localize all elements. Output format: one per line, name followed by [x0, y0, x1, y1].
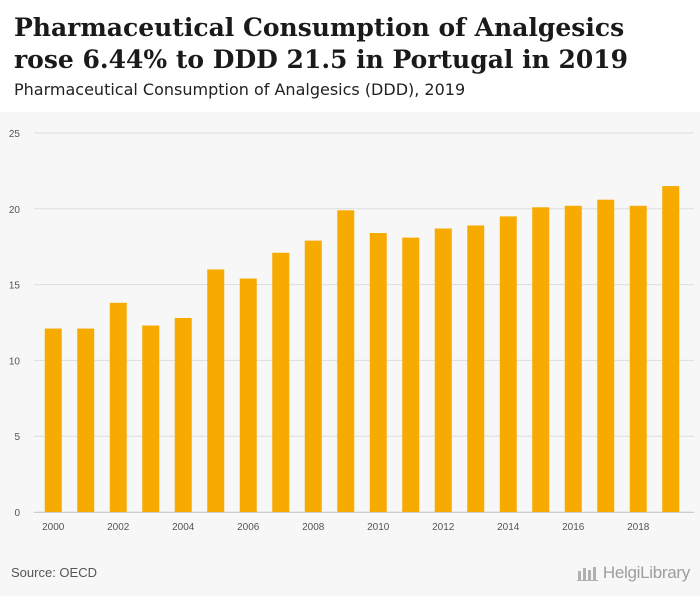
- y-tick-label: 15: [9, 281, 21, 292]
- bar: [369, 233, 387, 512]
- y-tick-label: 0: [14, 508, 20, 519]
- bar: [499, 216, 517, 512]
- bar: [629, 205, 647, 512]
- chart-header: Pharmaceutical Consumption of Analgesics…: [0, 0, 700, 112]
- x-tick-label: 2004: [172, 522, 195, 533]
- bar: [434, 228, 452, 512]
- bar: [662, 186, 680, 512]
- x-tick-label: 2018: [627, 522, 650, 533]
- bar: [44, 328, 62, 512]
- bar: [304, 240, 322, 513]
- x-tick-label: 2006: [237, 522, 260, 533]
- brand-logo: HelgiLibrary: [576, 563, 690, 583]
- x-tick-label: 2012: [432, 522, 455, 533]
- y-tick-label: 10: [9, 356, 21, 367]
- bar: [402, 237, 420, 512]
- bar: [239, 278, 257, 512]
- brand-name: HelgiLibrary: [602, 563, 690, 582]
- y-tick-label: 25: [9, 129, 21, 140]
- bar: [597, 199, 615, 512]
- bar-chart: 0 5 10 15 20 25 2000 2002 2004 2006 2008 2010 2012 20…: [9, 129, 694, 533]
- bar: [142, 325, 160, 512]
- bar: [109, 302, 127, 512]
- bar: [337, 210, 355, 512]
- bar: [564, 205, 582, 512]
- x-tick-label: 2002: [107, 522, 130, 533]
- bar: [77, 328, 95, 512]
- bar: [174, 317, 192, 512]
- bar: [272, 252, 290, 513]
- x-tick-label: 2000: [42, 522, 65, 533]
- library-icon: [576, 567, 598, 581]
- source-note: Source: OECD: [11, 565, 97, 580]
- bar: [207, 269, 225, 512]
- x-tick-label: 2010: [367, 522, 390, 533]
- y-tick-label: 5: [14, 432, 20, 443]
- x-tick-label: 2014: [497, 522, 520, 533]
- chart-title: Pharmaceutical Consumption of Analgesics…: [14, 13, 629, 74]
- y-tick-label: 20: [9, 205, 21, 216]
- bar: [467, 225, 485, 512]
- chart-subtitle: Pharmaceutical Consumption of Analgesics…: [14, 80, 466, 99]
- x-tick-label: 2008: [302, 522, 325, 533]
- bar: [532, 207, 550, 512]
- x-tick-label: 2016: [562, 522, 585, 533]
